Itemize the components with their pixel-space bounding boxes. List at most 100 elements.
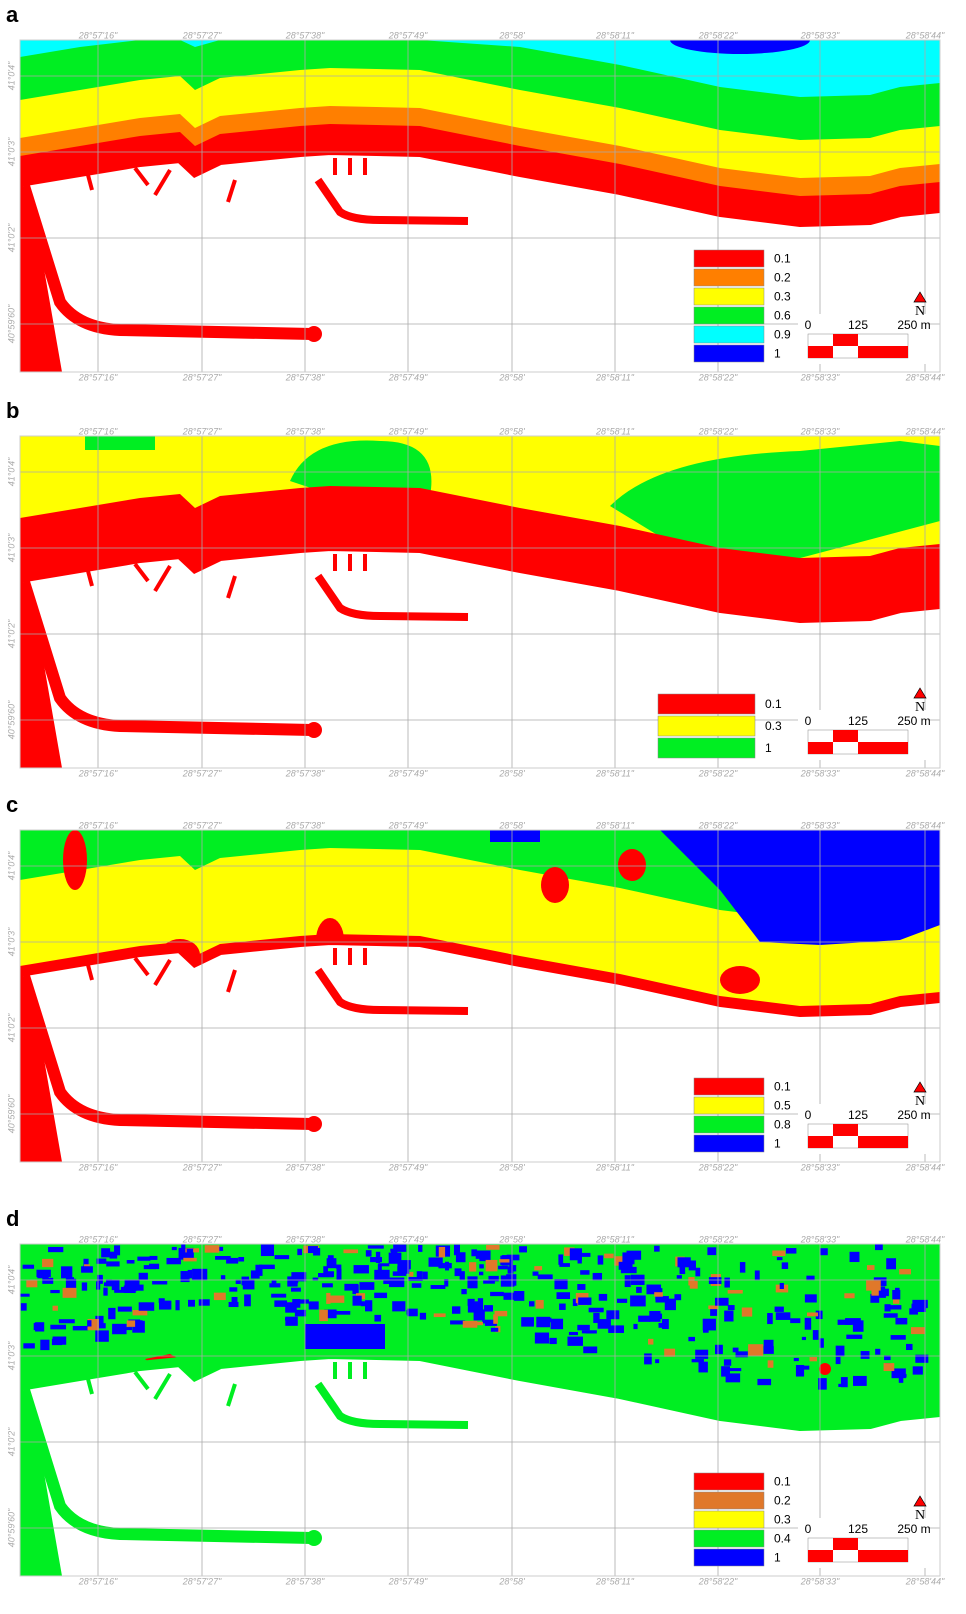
building <box>598 1293 608 1301</box>
building <box>714 1297 729 1306</box>
coord-label: 28°57'27" <box>182 768 222 778</box>
building <box>187 1269 193 1279</box>
building <box>175 1300 180 1311</box>
legend-swatch <box>693 1096 765 1115</box>
building <box>326 1258 337 1269</box>
building <box>96 1258 107 1264</box>
building <box>103 1287 108 1296</box>
building <box>795 1364 805 1377</box>
building <box>166 1257 181 1265</box>
building <box>411 1283 422 1288</box>
building <box>853 1375 867 1386</box>
legend-label: 0.3 <box>774 1513 791 1527</box>
coord-label: 28°57'27" <box>182 30 222 40</box>
building <box>473 1309 485 1321</box>
building <box>109 1251 118 1259</box>
building <box>244 1294 251 1307</box>
coord-label: 41°0'2" <box>6 223 16 252</box>
coord-label: 28°57'16" <box>78 1234 118 1244</box>
building <box>536 1316 550 1328</box>
building <box>477 1298 484 1310</box>
coord-label: 41°0'2" <box>6 1013 16 1042</box>
coord-label: 28°57'49" <box>388 372 428 382</box>
building <box>535 1299 544 1309</box>
building <box>285 1316 298 1326</box>
building <box>521 1317 534 1327</box>
building <box>727 1305 735 1311</box>
building <box>106 1261 120 1267</box>
coord-label: 28°58'44" <box>905 30 945 40</box>
building <box>367 1245 384 1249</box>
building <box>812 1330 819 1340</box>
building <box>374 1269 390 1280</box>
building <box>835 1356 841 1365</box>
building <box>846 1334 863 1339</box>
building <box>835 1345 845 1357</box>
scale-label: 125 <box>848 714 868 728</box>
blob <box>490 830 540 842</box>
jetty <box>86 174 94 191</box>
building <box>126 1320 136 1327</box>
building <box>723 1359 732 1366</box>
pier <box>20 1388 313 1544</box>
building <box>689 1281 698 1289</box>
building <box>676 1275 682 1279</box>
corner <box>20 1389 60 1576</box>
building <box>844 1293 855 1299</box>
building <box>120 1286 137 1292</box>
building <box>459 1271 465 1281</box>
blob <box>63 830 87 890</box>
building <box>912 1366 923 1375</box>
coord-label: 28°57'38" <box>285 426 325 436</box>
legend-label: 0.2 <box>774 1494 791 1508</box>
scale-label: 250 m <box>897 714 930 728</box>
building <box>117 1327 133 1331</box>
building <box>909 1308 918 1315</box>
building <box>482 1320 498 1324</box>
building <box>260 1244 275 1257</box>
scale-bar <box>833 730 858 742</box>
building <box>428 1257 443 1267</box>
building <box>572 1298 578 1307</box>
building <box>633 1323 638 1330</box>
coord-label: 40°59'60" <box>6 304 16 343</box>
building <box>397 1266 410 1274</box>
building <box>271 1293 287 1298</box>
building <box>870 1293 880 1303</box>
building <box>630 1295 646 1307</box>
building <box>729 1368 742 1372</box>
pier <box>20 184 313 340</box>
building <box>785 1248 797 1254</box>
building <box>727 1289 743 1294</box>
north-label: N <box>915 1508 925 1523</box>
coord-label: 28°58'44" <box>905 820 945 830</box>
jetty <box>86 964 94 981</box>
building <box>204 1245 220 1253</box>
legend-swatch <box>693 1115 765 1134</box>
building <box>186 1248 194 1254</box>
building <box>291 1272 307 1282</box>
building <box>416 1271 423 1278</box>
legend-swatch <box>657 715 756 737</box>
coord-label: 28°58' <box>498 30 525 40</box>
coord-label: 28°57'16" <box>78 372 118 382</box>
building <box>26 1280 38 1288</box>
building <box>654 1292 663 1297</box>
coord-label: 28°58'33" <box>800 820 840 830</box>
building <box>767 1313 773 1325</box>
building <box>819 1338 824 1348</box>
building <box>577 1324 590 1331</box>
building <box>229 1287 238 1292</box>
building <box>741 1307 753 1317</box>
building <box>61 1266 73 1279</box>
building <box>95 1330 109 1342</box>
building <box>461 1289 467 1295</box>
building <box>774 1306 784 1312</box>
building <box>378 1263 390 1267</box>
building <box>359 1282 375 1290</box>
pier <box>314 967 469 1015</box>
building <box>499 1259 510 1263</box>
building <box>469 1262 477 1272</box>
building <box>532 1271 539 1276</box>
